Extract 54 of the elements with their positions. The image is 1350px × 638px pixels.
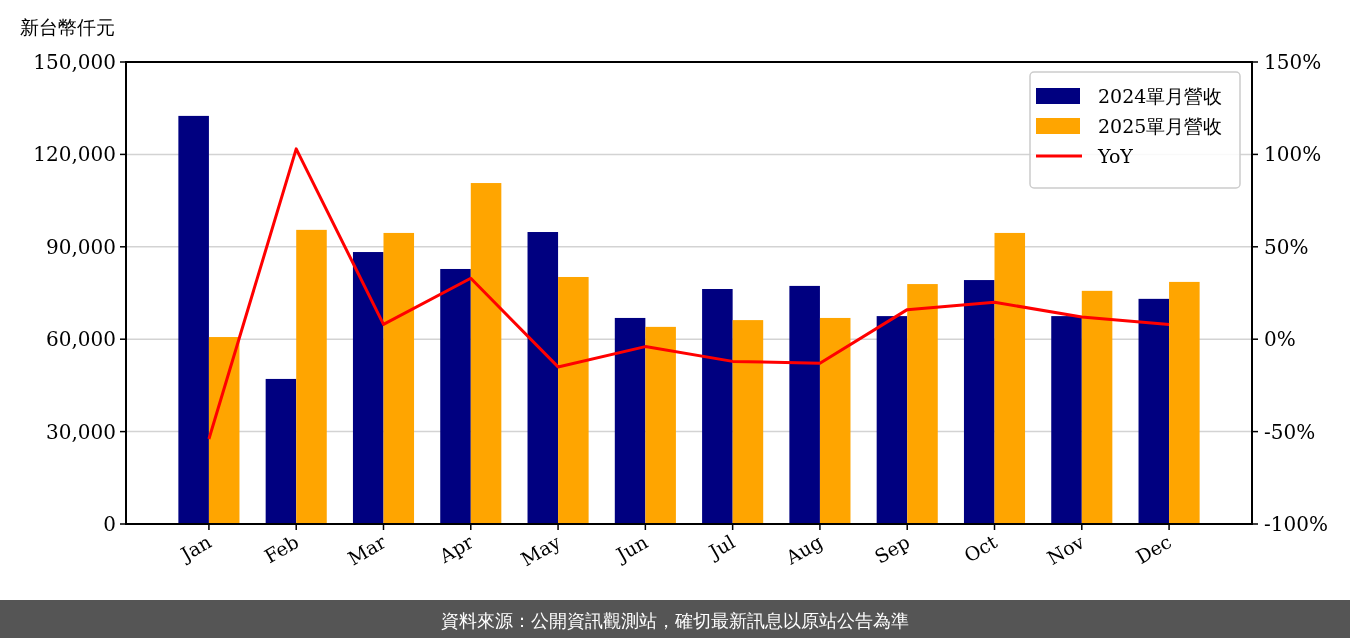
- bar: [558, 276, 589, 524]
- x-tick-label: Nov: [1043, 530, 1089, 569]
- bar: [876, 316, 908, 524]
- bar: [645, 326, 676, 524]
- legend-label: 2025單月營收: [1098, 115, 1223, 137]
- x-tick-label: Sep: [870, 530, 914, 568]
- bar: [208, 337, 240, 524]
- y-tick-label: 90,000: [46, 234, 116, 259]
- x-tick-label: Jan: [175, 530, 215, 567]
- x-tick-label: Feb: [260, 530, 303, 568]
- bar: [789, 285, 820, 524]
- bar: [178, 115, 209, 524]
- y-axis-title: 新台幣仟元: [20, 16, 115, 38]
- x-tick-label: Mar: [343, 529, 391, 570]
- y2-tick-label: 150%: [1264, 50, 1322, 74]
- x-tick-label: Dec: [1131, 530, 1176, 569]
- bar: [1081, 290, 1113, 524]
- y2-tick-label: 100%: [1264, 142, 1322, 167]
- x-tick-label: Aug: [781, 530, 826, 570]
- x-tick-label: Oct: [960, 530, 1001, 567]
- bar: [1169, 281, 1200, 524]
- bar: [994, 232, 1026, 524]
- y-tick-label: 0: [103, 512, 116, 536]
- bar: [470, 183, 502, 524]
- x-tick-label: Jun: [610, 530, 652, 567]
- bar: [963, 280, 995, 524]
- x-tick-label: May: [517, 530, 565, 571]
- legend-label: 2024單月營收: [1098, 85, 1223, 107]
- y-tick-label: 60,000: [46, 327, 116, 352]
- y2-tick-label: 50%: [1264, 234, 1309, 259]
- y-tick-label: 150,000: [33, 50, 116, 74]
- bar: [265, 378, 297, 524]
- x-tick-label: Apr: [434, 529, 478, 568]
- bar: [614, 317, 646, 524]
- line-series: [207, 147, 1171, 441]
- y-tick-label: 120,000: [33, 142, 116, 167]
- bar: [732, 320, 764, 524]
- bar: [1051, 316, 1082, 524]
- bar: [1138, 298, 1170, 524]
- bar: [352, 252, 384, 524]
- y2-tick-label: 0%: [1264, 327, 1296, 352]
- bar: [702, 289, 733, 524]
- y-tick-label: 30,000: [46, 419, 116, 444]
- source-note: 資料來源：公開資訊觀測站，確切最新訊息以原站公告為準: [441, 610, 909, 631]
- x-tick-label: Jul: [703, 530, 739, 564]
- bar: [440, 268, 471, 524]
- y2-tick-label: -50%: [1264, 419, 1316, 444]
- bar: [296, 229, 327, 524]
- y2-tick-label: -100%: [1264, 512, 1328, 536]
- legend-label: YoY: [1097, 145, 1134, 167]
- bar: [819, 317, 851, 524]
- bar: [527, 232, 559, 524]
- bar: [907, 284, 938, 524]
- bar: [383, 232, 415, 524]
